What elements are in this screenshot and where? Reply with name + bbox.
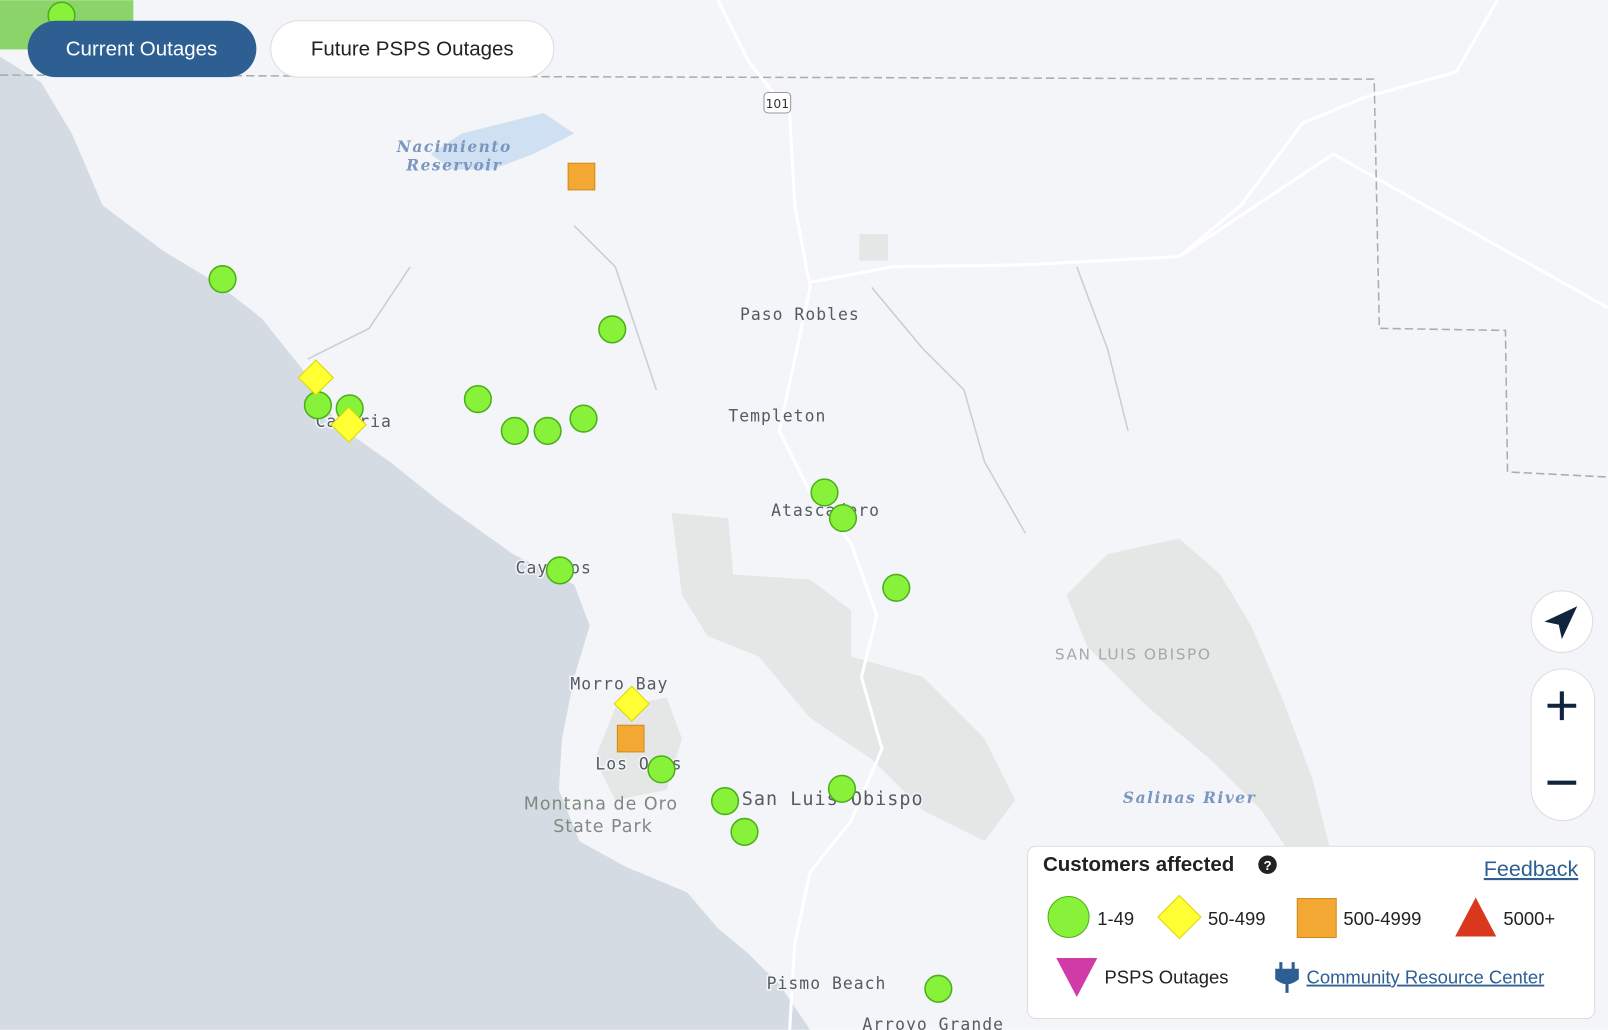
button-label[interactable]: Future PSPS Outages bbox=[311, 38, 514, 61]
outage-marker[interactable] bbox=[567, 162, 596, 191]
outage-marker[interactable] bbox=[710, 787, 740, 816]
highway-label: 101 bbox=[766, 97, 789, 111]
map-label: Arroyo Grande bbox=[862, 1015, 1004, 1030]
outage-marker[interactable] bbox=[828, 503, 858, 533]
outage-marker[interactable] bbox=[208, 265, 237, 294]
legend-label: 1-49 bbox=[1097, 908, 1134, 929]
help-icon[interactable] bbox=[1258, 855, 1277, 874]
outage-marker[interactable] bbox=[330, 406, 367, 443]
outage-marker[interactable] bbox=[533, 416, 562, 446]
zoom-in-button[interactable] bbox=[1547, 691, 1577, 721]
map-label: Montana de Oro bbox=[524, 794, 678, 814]
legend-label: PSPS Outages bbox=[1104, 967, 1228, 988]
outage-marker[interactable] bbox=[545, 556, 575, 585]
community-resource-link[interactable]: Community Resource Center bbox=[1307, 967, 1545, 988]
legend-title: Customers affected bbox=[1043, 853, 1234, 876]
outage-marker[interactable] bbox=[297, 359, 335, 396]
map-label: State Park bbox=[553, 817, 653, 837]
outage-marker[interactable] bbox=[730, 817, 759, 846]
zoom-control bbox=[1530, 668, 1596, 822]
feedback-link[interactable]: Feedback bbox=[1484, 857, 1579, 881]
button-label[interactable]: Current Outages bbox=[66, 38, 218, 61]
county-line bbox=[0, 74, 1608, 478]
outage-marker[interactable] bbox=[827, 774, 857, 803]
legend-swatch bbox=[1056, 958, 1098, 997]
legend-swatch bbox=[1296, 898, 1337, 939]
map-label: Paso Robles bbox=[740, 305, 860, 324]
map-label: Reservoir bbox=[405, 156, 502, 174]
legend-label: 5000+ bbox=[1503, 908, 1555, 929]
ocean bbox=[0, 56, 811, 1030]
legend-swatch bbox=[1047, 895, 1090, 939]
outage-marker[interactable] bbox=[463, 385, 492, 414]
legend-swatch bbox=[1455, 897, 1497, 937]
map-label: Templeton bbox=[728, 407, 826, 426]
map-label: Morro Bay bbox=[570, 674, 668, 693]
legend-label: 50-499 bbox=[1208, 908, 1265, 929]
help-icon-glyph: ? bbox=[1263, 858, 1271, 873]
outage-marker[interactable] bbox=[616, 724, 645, 753]
outage-marker[interactable] bbox=[810, 478, 839, 507]
streams bbox=[307, 225, 1129, 534]
reservoir bbox=[430, 113, 575, 170]
outage-marker[interactable] bbox=[613, 685, 650, 722]
map-label: San Luis Obispo bbox=[742, 789, 924, 810]
outage-marker[interactable] bbox=[647, 755, 676, 784]
current-outages-button[interactable] bbox=[27, 20, 257, 78]
map-label: Pismo Beach bbox=[767, 974, 887, 993]
legend-label: 500-4999 bbox=[1343, 908, 1421, 929]
map-label: SAN LUIS OBISPO bbox=[1055, 646, 1212, 664]
highway-shield bbox=[763, 91, 792, 114]
outage-marker[interactable] bbox=[924, 974, 953, 1003]
plug-icon bbox=[1275, 962, 1299, 993]
legend-swatch bbox=[1157, 894, 1202, 940]
map-label: Nacimiento bbox=[396, 138, 512, 156]
outage-marker[interactable] bbox=[598, 315, 627, 344]
locate-icon bbox=[1544, 606, 1578, 640]
outage-marker[interactable] bbox=[569, 404, 598, 433]
outage-marker[interactable] bbox=[500, 416, 529, 446]
future-psps-button[interactable] bbox=[270, 20, 555, 78]
map-label: Salinas River bbox=[1123, 789, 1257, 807]
outage-marker[interactable] bbox=[303, 391, 333, 420]
outage-marker[interactable] bbox=[882, 573, 911, 602]
